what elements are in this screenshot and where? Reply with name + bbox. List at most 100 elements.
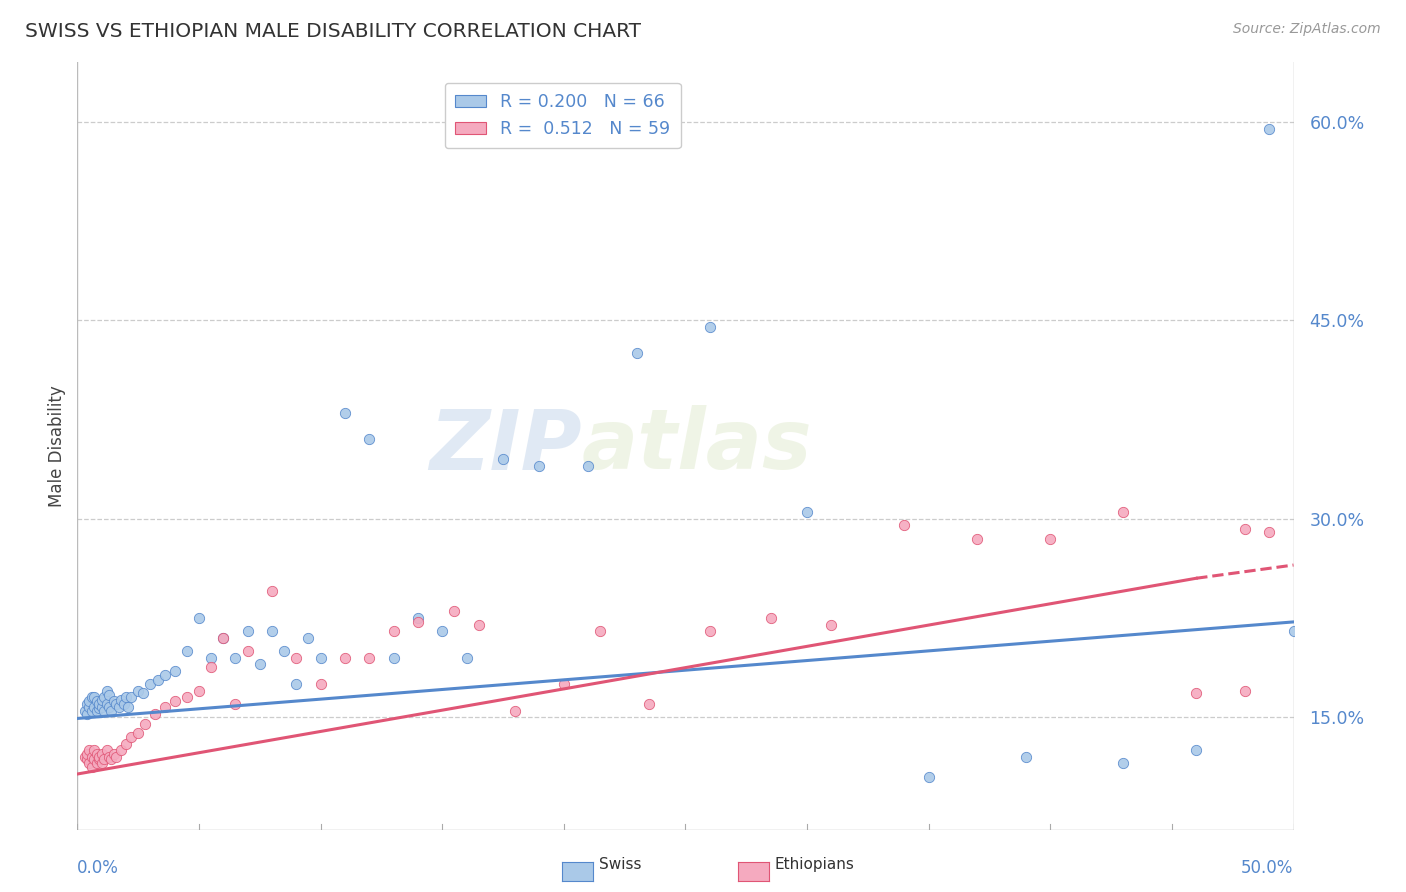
Point bbox=[110, 693, 132, 707]
Point bbox=[759, 611, 782, 625]
Text: atlas: atlas bbox=[582, 406, 813, 486]
Point bbox=[76, 697, 98, 711]
Point bbox=[80, 690, 103, 705]
Point bbox=[188, 611, 211, 625]
Text: SWISS VS ETHIOPIAN MALE DISABILITY CORRELATION CHART: SWISS VS ETHIOPIAN MALE DISABILITY CORRE… bbox=[25, 22, 641, 41]
Point bbox=[115, 690, 138, 705]
Point bbox=[103, 747, 125, 761]
Point bbox=[1015, 749, 1038, 764]
Point bbox=[79, 743, 101, 757]
Point bbox=[260, 624, 283, 639]
Point bbox=[153, 668, 176, 682]
Point bbox=[115, 737, 138, 751]
Point bbox=[699, 624, 721, 639]
Point bbox=[89, 697, 111, 711]
Point bbox=[1112, 505, 1135, 519]
Point bbox=[139, 677, 162, 691]
Point bbox=[132, 686, 155, 700]
Text: Swiss: Swiss bbox=[599, 857, 641, 872]
Point bbox=[589, 624, 612, 639]
Point bbox=[97, 688, 120, 702]
Point bbox=[90, 693, 112, 707]
Point bbox=[1185, 686, 1208, 700]
Point bbox=[120, 690, 142, 705]
Point bbox=[76, 707, 98, 722]
Point bbox=[86, 756, 108, 771]
Point bbox=[105, 697, 128, 711]
Point bbox=[97, 749, 120, 764]
Point bbox=[224, 650, 246, 665]
Point bbox=[529, 458, 551, 473]
Point bbox=[359, 433, 381, 447]
Point bbox=[1185, 743, 1208, 757]
Point bbox=[83, 743, 105, 757]
Point bbox=[456, 650, 478, 665]
Point bbox=[73, 704, 96, 718]
Point bbox=[212, 631, 235, 645]
Text: Ethiopians: Ethiopians bbox=[775, 857, 855, 872]
Point bbox=[333, 650, 356, 665]
Point bbox=[79, 756, 101, 771]
Point bbox=[406, 615, 429, 629]
Point bbox=[200, 660, 222, 674]
Point bbox=[86, 704, 108, 718]
Point bbox=[1233, 683, 1256, 698]
Point bbox=[89, 749, 111, 764]
Point bbox=[333, 406, 356, 420]
Point bbox=[90, 747, 112, 761]
Point bbox=[1282, 624, 1305, 639]
Point bbox=[93, 704, 115, 718]
Point bbox=[576, 458, 599, 473]
Point bbox=[100, 704, 122, 718]
Point bbox=[103, 694, 125, 708]
Point bbox=[73, 749, 96, 764]
Point bbox=[143, 707, 166, 722]
Point bbox=[297, 631, 319, 645]
Text: ZIP: ZIP bbox=[429, 406, 582, 486]
Point bbox=[163, 664, 186, 678]
Point bbox=[1258, 524, 1281, 539]
Point bbox=[83, 690, 105, 705]
Text: 0.0%: 0.0% bbox=[77, 859, 120, 877]
Point bbox=[443, 604, 465, 618]
Point bbox=[626, 346, 648, 360]
Point bbox=[503, 704, 526, 718]
Point bbox=[96, 683, 118, 698]
Point bbox=[1258, 121, 1281, 136]
Point bbox=[89, 701, 111, 715]
Point bbox=[112, 697, 135, 711]
Point bbox=[430, 624, 453, 639]
Text: Source: ZipAtlas.com: Source: ZipAtlas.com bbox=[1233, 22, 1381, 37]
Point bbox=[1233, 522, 1256, 536]
Y-axis label: Male Disability: Male Disability bbox=[48, 385, 66, 507]
Point bbox=[359, 650, 381, 665]
Point bbox=[273, 644, 295, 658]
Point bbox=[212, 631, 235, 645]
Point bbox=[153, 699, 176, 714]
Point bbox=[188, 683, 211, 698]
Point bbox=[236, 644, 259, 658]
Point bbox=[200, 650, 222, 665]
Point bbox=[285, 650, 308, 665]
Point bbox=[76, 747, 98, 761]
Legend: R = 0.200   N = 66, R =  0.512   N = 59: R = 0.200 N = 66, R = 0.512 N = 59 bbox=[444, 83, 681, 148]
Point bbox=[120, 730, 142, 744]
Point bbox=[406, 611, 429, 625]
Point bbox=[224, 697, 246, 711]
Point bbox=[80, 749, 103, 764]
Point bbox=[309, 677, 332, 691]
Point bbox=[163, 694, 186, 708]
Point bbox=[83, 699, 105, 714]
Point bbox=[97, 699, 120, 714]
Point bbox=[127, 726, 149, 740]
Point bbox=[467, 617, 489, 632]
Point bbox=[1039, 532, 1062, 546]
Point bbox=[893, 518, 915, 533]
Point bbox=[96, 697, 118, 711]
Point bbox=[93, 752, 115, 766]
Point bbox=[309, 650, 332, 665]
Point bbox=[134, 716, 156, 731]
Point bbox=[79, 699, 101, 714]
Point bbox=[918, 770, 941, 784]
Point bbox=[285, 677, 308, 691]
